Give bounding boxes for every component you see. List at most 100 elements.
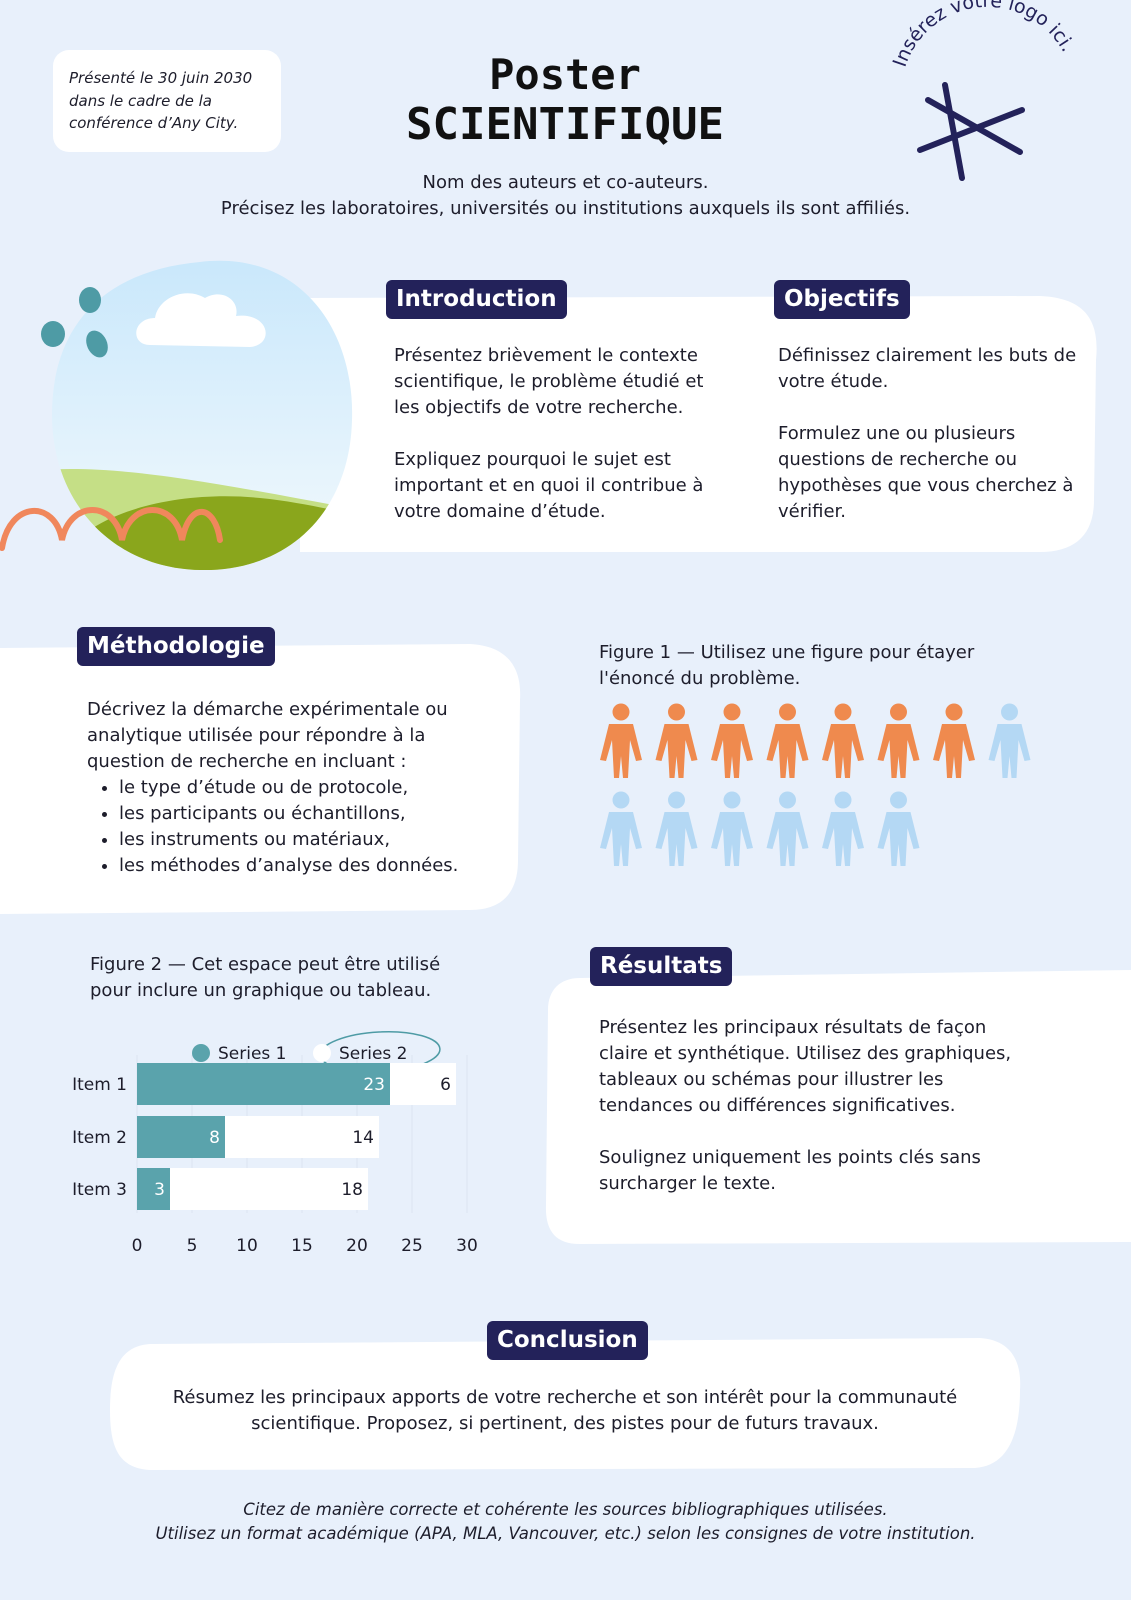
title-line: Poster <box>489 50 641 99</box>
bullet: le type d’étude ou de protocole, <box>119 775 497 801</box>
x-tick-label: 30 <box>456 1236 478 1256</box>
person-body <box>600 724 642 778</box>
reference-line: Citez de manière correcte et cohérente l… <box>243 1500 888 1519</box>
section-heading: Résultats <box>590 947 733 986</box>
bar-segment <box>137 1116 225 1158</box>
person-body <box>766 724 809 778</box>
y-tick-label: Item 3 <box>72 1180 127 1200</box>
person-icon <box>655 791 698 866</box>
y-tick-label: Item 1 <box>72 1075 127 1095</box>
value-label: 14 <box>352 1128 374 1148</box>
person-head <box>668 791 685 809</box>
legend-label: Series 1 <box>218 1044 287 1064</box>
person-head <box>779 703 796 721</box>
person-head <box>723 791 741 809</box>
person-icon <box>711 791 753 866</box>
person-body <box>711 724 753 778</box>
y-tick-label: Item 2 <box>72 1128 127 1148</box>
value-label: 18 <box>341 1180 363 1200</box>
paragraph: Présentez brièvement le contexte scienti… <box>394 345 704 418</box>
person-head <box>779 791 796 809</box>
person-body <box>766 812 809 866</box>
conclusion-panel <box>110 1338 1021 1470</box>
person-icon <box>600 791 642 866</box>
bar-chart: 0 5 10 15 20 25 30 Series 1 Series 2 Item 1 23 6 Ite… <box>72 1044 478 1256</box>
person-body <box>988 724 1031 778</box>
paragraph: Définissez clairement les buts de votre … <box>778 345 1077 392</box>
date-card: Présenté le 30 juin 2030 dans le cadre d… <box>53 50 281 152</box>
x-tick-label: 5 <box>187 1236 198 1256</box>
authors: Nom des auteurs et co-auteurs. <box>422 172 709 193</box>
person-icon <box>877 791 920 866</box>
date-line: dans le cadre de la <box>69 91 212 110</box>
paragraph: Présentez les principaux résultats de fa… <box>599 1017 1012 1116</box>
person-head <box>945 703 963 721</box>
value-label: 23 <box>363 1075 385 1095</box>
person-icon <box>766 791 809 866</box>
person-icon <box>822 791 864 866</box>
section-heading: Conclusion <box>487 1321 648 1360</box>
person-head <box>834 791 852 809</box>
person-head <box>612 703 630 721</box>
value-label: 3 <box>154 1180 165 1200</box>
bullet: les méthodes d’analyse des données. <box>119 853 497 879</box>
person-body <box>600 812 642 866</box>
x-tick-label: 0 <box>132 1236 143 1256</box>
person-head <box>890 703 907 721</box>
person-body <box>877 812 920 866</box>
logo-text: Insérez votre logo ici. <box>889 0 1079 70</box>
logo-placeholder: Insérez votre logo ici. <box>889 0 1079 181</box>
value-label: 6 <box>440 1075 451 1095</box>
date-line: Présenté le 30 juin 2030 <box>69 69 253 87</box>
figure-caption: Figure 2 — Cet espace peut être utilisé … <box>90 954 441 1001</box>
person-icon <box>766 703 809 778</box>
x-tick-label: 25 <box>401 1236 423 1256</box>
person-body <box>711 812 753 866</box>
paragraph: Résumez les principaux apports de votre … <box>172 1387 958 1434</box>
bar-segment <box>137 1063 390 1105</box>
person-icon <box>822 703 864 778</box>
bullet: les instruments ou matériaux, <box>119 827 497 853</box>
figure-caption: Figure 1 — Utilisez une figure pour étay… <box>599 642 975 689</box>
bar-segment <box>137 1168 170 1210</box>
person-body <box>933 724 975 778</box>
person-body <box>822 812 864 866</box>
reference-line: Utilisez un format académique (APA, MLA,… <box>155 1524 976 1543</box>
bar-segment <box>225 1116 379 1158</box>
person-body <box>822 724 864 778</box>
person-icon <box>877 703 920 778</box>
svg-text:Insérez votre logo ici.: Insérez votre logo ici. <box>889 0 1079 70</box>
person-head <box>668 703 685 721</box>
method-panel <box>0 644 521 914</box>
section-heading: Objectifs <box>774 280 910 319</box>
person-body <box>877 724 920 778</box>
person-head <box>723 703 741 721</box>
person-body <box>655 724 698 778</box>
paragraph: Soulignez uniquement les points clés san… <box>599 1147 981 1194</box>
person-head <box>890 791 907 809</box>
bar-segment <box>390 1063 456 1105</box>
x-tick-label: 15 <box>291 1236 313 1256</box>
value-label: 8 <box>209 1128 220 1148</box>
bar-segment <box>170 1168 368 1210</box>
person-icon <box>711 703 753 778</box>
paragraph: Formulez une ou plusieurs questions de r… <box>778 423 1074 522</box>
legend-label: Series 2 <box>339 1044 408 1064</box>
bullet-list: le type d’étude ou de protocole, les par… <box>87 775 497 879</box>
title-line: SCIENTIFIQUE <box>406 99 724 150</box>
paragraph: Décrivez la démarche expérimentale ou an… <box>87 699 448 772</box>
person-body <box>655 812 698 866</box>
person-head <box>834 703 852 721</box>
person-icon <box>988 703 1031 778</box>
results-panel <box>545 970 1131 1244</box>
pictogram <box>600 703 1031 866</box>
date-line: conférence d’Any City. <box>69 114 239 132</box>
person-icon <box>600 703 642 778</box>
person-head <box>612 791 630 809</box>
bullet: les participants ou échantillons, <box>119 801 497 827</box>
intro-panel <box>300 296 1097 552</box>
section-heading: Méthodologie <box>77 627 275 666</box>
x-tick-label: 10 <box>236 1236 258 1256</box>
